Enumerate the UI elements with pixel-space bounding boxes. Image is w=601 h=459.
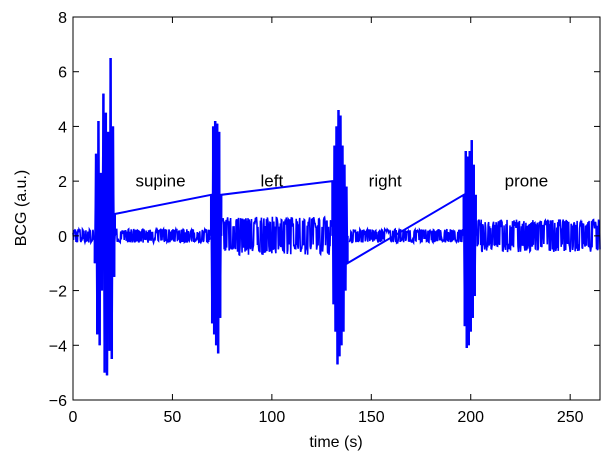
y-tick-label: 2 xyxy=(58,174,67,191)
y-tick-label: 4 xyxy=(58,119,67,136)
x-tick-label: 0 xyxy=(69,409,78,426)
posture-label: prone xyxy=(505,172,548,191)
bcg-signal-segment xyxy=(72,226,96,246)
x-tick-label: 150 xyxy=(358,409,385,426)
plot-frame xyxy=(72,16,601,401)
y-tick-label: 8 xyxy=(58,10,67,27)
posture-label: right xyxy=(369,172,402,191)
annotation-layer: supine left right prone xyxy=(135,172,548,191)
posture-label: supine xyxy=(135,172,185,191)
bcg-signal-segment xyxy=(348,226,464,246)
series-layer xyxy=(72,58,601,376)
x-tick-label: 200 xyxy=(457,409,484,426)
y-tick-label: −4 xyxy=(49,338,67,355)
y-tick-label: −6 xyxy=(49,393,67,410)
tick-layer: 0 50 100 150 200 250 −6 −4 −2 0 2 4 6 8 xyxy=(49,10,600,426)
bcg-signal-segment xyxy=(113,226,211,246)
x-axis-label: time (s) xyxy=(309,434,362,451)
y-tick-label: −2 xyxy=(49,284,67,301)
y-tick-label: 0 xyxy=(58,229,67,246)
y-tick-label: 6 xyxy=(58,65,67,82)
bcg-signal-segment xyxy=(475,218,601,254)
bcg-signal-segment xyxy=(221,215,333,257)
y-axis-label: BCG (a.u.) xyxy=(13,170,30,246)
posture-label: left xyxy=(261,172,284,191)
x-tick-label: 50 xyxy=(164,409,182,426)
x-tick-label: 250 xyxy=(557,409,584,426)
x-tick-label: 100 xyxy=(259,409,286,426)
